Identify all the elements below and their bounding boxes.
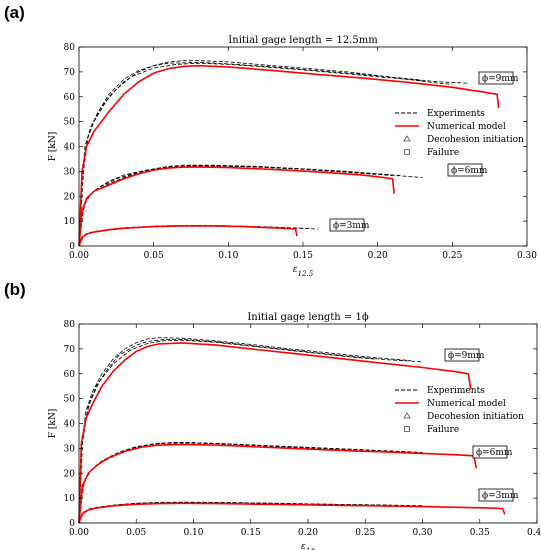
y-tick-label: 60 <box>64 93 76 103</box>
experiment-line-0 <box>78 337 412 524</box>
experiment-line-6 <box>78 442 377 524</box>
y-tick-label: 30 <box>64 444 76 454</box>
y-tick-label: 40 <box>64 420 76 430</box>
x-tick-label: 0.05 <box>126 528 146 538</box>
x-tick-label: 0.30 <box>517 251 537 261</box>
diameter-label: ϕ=9mm <box>482 74 519 84</box>
model-line-3 <box>78 64 500 247</box>
x-tick-label: 0.20 <box>298 528 318 538</box>
y-axis-label: F [kN] <box>48 409 58 438</box>
diameter-label-box <box>472 445 508 459</box>
diameter-label: ϕ=3mm <box>333 221 370 231</box>
x-tick-label: 0.35 <box>470 528 490 538</box>
experiment-line-2 <box>78 62 423 247</box>
legend-label: Experiments <box>427 386 485 396</box>
legend-square-marker <box>404 149 410 155</box>
y-tick-label: 30 <box>64 167 76 177</box>
diameter-label-box <box>478 71 514 85</box>
chart-title: Initial gage length = 1ϕ <box>247 312 369 323</box>
diameter-label: ϕ=3mm <box>482 491 519 501</box>
panel-a-label: (a) <box>4 3 25 22</box>
y-tick-label: 80 <box>64 320 76 330</box>
y-tick-label: 20 <box>64 192 76 202</box>
x-axis-label: ε12.5 <box>293 265 314 278</box>
legend-square-marker <box>404 426 410 432</box>
x-tick-label: 0.10 <box>183 528 203 538</box>
diameter-label: ϕ=6mm <box>451 166 488 176</box>
model-line-3 <box>78 342 472 524</box>
model-line-7 <box>78 166 395 247</box>
x-tick-label: 0.00 <box>69 251 89 261</box>
y-tick-label: 50 <box>64 395 76 405</box>
y-tick-label: 10 <box>64 494 76 504</box>
y-tick-label: 70 <box>64 68 76 78</box>
diameter-label-box <box>444 348 480 362</box>
y-tick-label: 10 <box>64 217 76 227</box>
experiment-line-1 <box>78 339 423 524</box>
model-line-10 <box>78 225 298 247</box>
x-axis-label: ε1ϕ <box>301 542 315 550</box>
y-tick-label: 70 <box>64 345 76 355</box>
y-axis-label: F [kN] <box>48 132 58 161</box>
x-tick-label: 0.20 <box>368 251 388 261</box>
y-tick-label: 60 <box>64 370 76 380</box>
x-tick-label: 0.00 <box>69 528 89 538</box>
model-line-10 <box>78 502 506 524</box>
y-tick-label: 20 <box>64 469 76 479</box>
x-tick-label: 0.05 <box>144 251 164 261</box>
x-tick-label: 0.40 <box>527 528 541 538</box>
model-line-7 <box>78 443 478 524</box>
x-tick-label: 0.15 <box>241 528 261 538</box>
legend-label: Failure <box>427 425 459 435</box>
legend-label: Failure <box>427 148 459 158</box>
legend-label: Decohesion initiation <box>427 412 524 422</box>
diameter-label-box <box>447 163 483 177</box>
experiment-line-4 <box>78 441 412 524</box>
legend-label: Experiments <box>427 109 485 119</box>
legend-triangle-marker <box>403 412 411 419</box>
x-tick-label: 0.25 <box>355 528 375 538</box>
y-tick-label: 40 <box>64 143 76 153</box>
x-tick-label: 0.25 <box>442 251 462 261</box>
legend-triangle-marker <box>403 135 411 142</box>
y-tick-label: 0 <box>69 242 75 252</box>
chart-panel-b: Initial gage length = 1ϕ 0.00 0.05 0.10 0.15… <box>48 312 541 550</box>
x-tick-label: 0.30 <box>412 528 432 538</box>
x-tick-label: 0.15 <box>293 251 313 261</box>
diameter-label-box <box>329 218 365 232</box>
diameter-label-box <box>478 488 514 502</box>
experiment-line-0 <box>78 60 453 247</box>
experiment-line-6 <box>78 165 401 247</box>
chart-title: Initial gage length = 12.5mm <box>228 35 378 46</box>
legend-label: Decohesion initiation <box>427 135 524 145</box>
legend-label: Numerical model <box>427 399 506 409</box>
chart-panel-a: Initial gage length = 12.5mm 0.00 0.05 0.10… <box>48 35 537 278</box>
experiment-line-2 <box>78 339 377 524</box>
y-tick-label: 0 <box>69 519 75 529</box>
x-tick-label: 0.10 <box>218 251 238 261</box>
panel-b-label: (b) <box>4 280 26 299</box>
experiment-line-5 <box>78 442 423 524</box>
legend-label: Numerical model <box>427 122 506 132</box>
y-tick-label: 80 <box>64 43 76 53</box>
y-tick-label: 50 <box>64 118 76 128</box>
diameter-label: ϕ=6mm <box>476 448 513 458</box>
diameter-label: ϕ=9mm <box>448 351 485 361</box>
